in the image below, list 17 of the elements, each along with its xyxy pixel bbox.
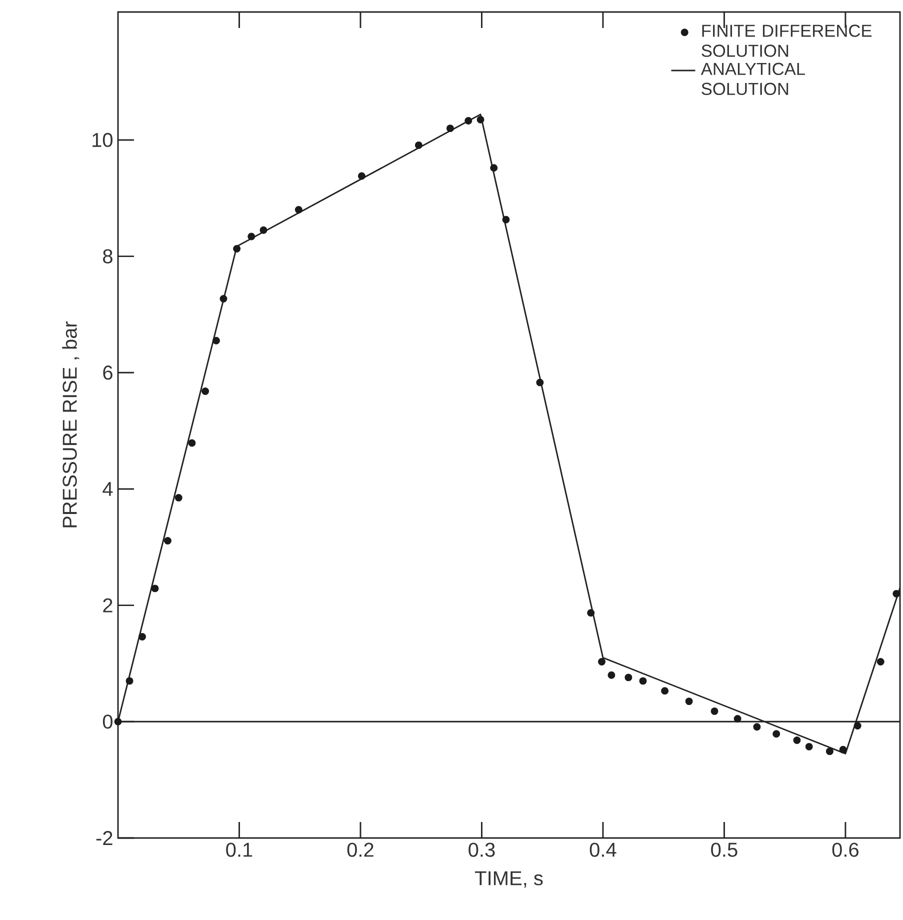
legend-label: FINITE DIFFERENCE SOLUTION [702,24,872,57]
y-tick-label: 4 [102,482,113,496]
y-tick-label: 8 [103,249,112,264]
y-tick-label: 10 [92,132,112,148]
y-tick-label: 6 [103,366,112,380]
x-tick-label: 0.3 [468,842,495,857]
y-tick-label: 0 [102,714,112,729]
x-tick-label: 0.5 [711,842,738,857]
x-tick-label: 0.1 [226,842,252,857]
x-tick-label: 0.4 [590,842,616,857]
x-tick-label: 0.2 [347,842,374,857]
legend-label: ANALYTICAL SOLUTION [700,62,805,96]
x-tick-label: 0.6 [832,842,858,857]
y-tick-label: 2 [103,598,112,612]
y-tick-label: -2 [96,831,112,845]
y-axis-title: PRESSURE RISE , bar [62,321,80,528]
x-axis-title: TIME, s [475,871,543,888]
